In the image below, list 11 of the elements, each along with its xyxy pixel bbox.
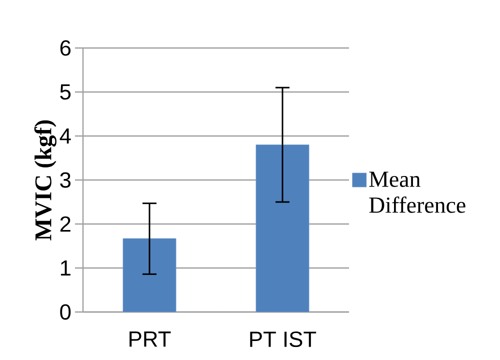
y-axis-title: MVIC (kgf) (34, 120, 56, 240)
y-tick-label: 2 (60, 216, 70, 232)
x-tick-label: PT IST (250, 332, 316, 348)
y-tick-label: 1 (60, 260, 70, 276)
x-tick-label: PRT (130, 332, 171, 347)
y-tick-label: 3 (60, 172, 71, 188)
y-tick-label: 6 (60, 40, 71, 56)
y-tick-label: 4 (60, 128, 71, 144)
y-tick-label: 0 (60, 304, 71, 320)
y-tick-label: 5 (60, 84, 71, 100)
legend-label: Mean Difference (369, 172, 466, 213)
